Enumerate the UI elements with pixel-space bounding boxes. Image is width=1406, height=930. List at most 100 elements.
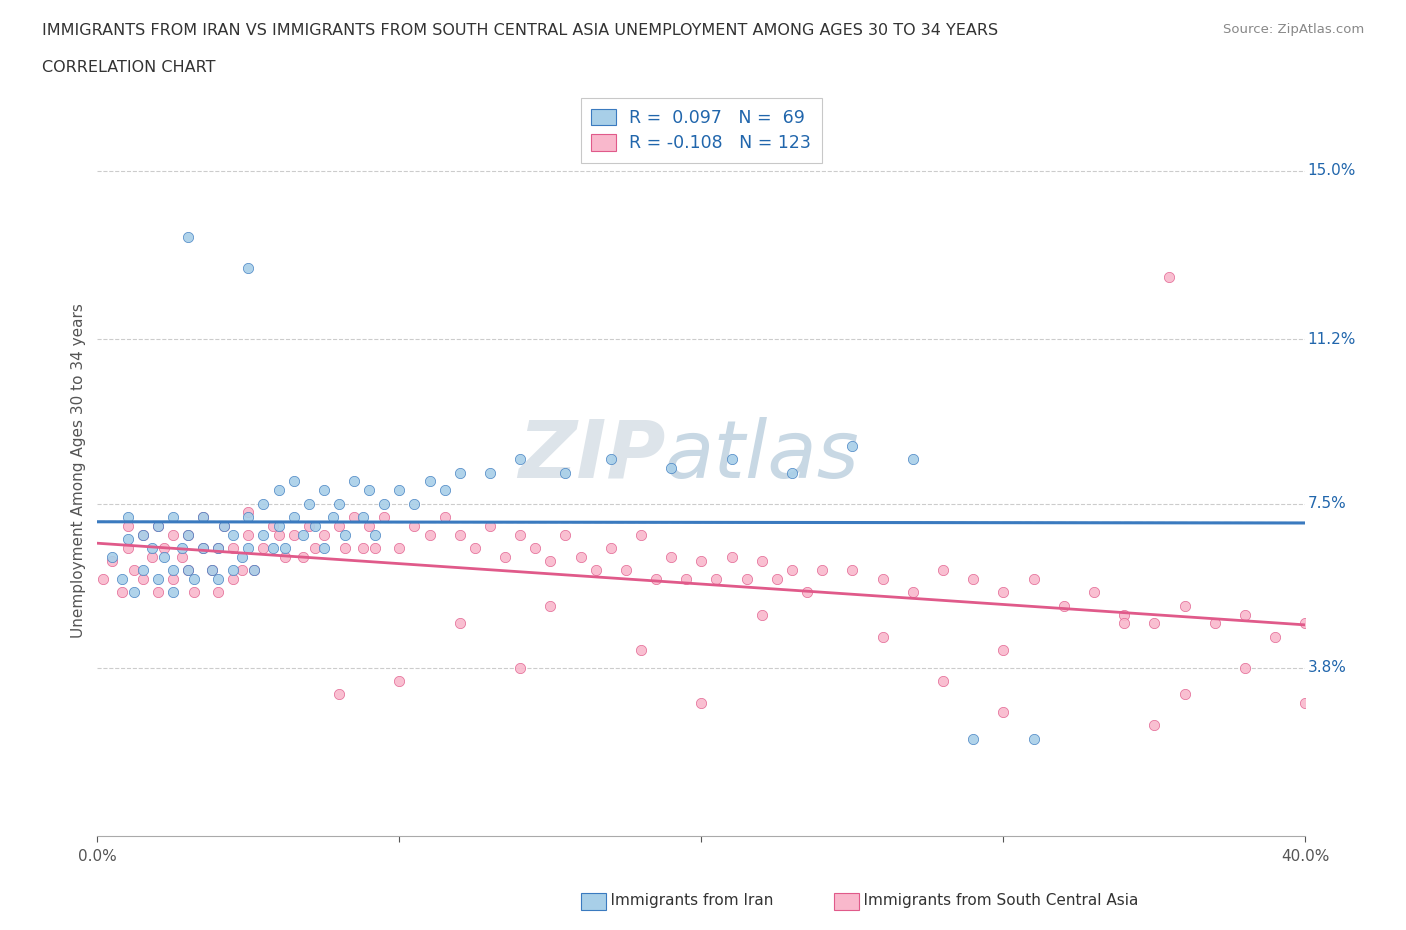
Point <box>343 474 366 489</box>
Point <box>177 563 200 578</box>
Point <box>162 572 184 587</box>
Point <box>177 230 200 245</box>
Point <box>122 563 145 578</box>
Text: 15.0%: 15.0% <box>1308 164 1355 179</box>
Point <box>1204 616 1226 631</box>
Text: IMMIGRANTS FROM IRAN VS IMMIGRANTS FROM SOUTH CENTRAL ASIA UNEMPLOYMENT AMONG AG: IMMIGRANTS FROM IRAN VS IMMIGRANTS FROM … <box>42 23 998 38</box>
Point <box>751 554 773 569</box>
Point <box>1022 731 1045 746</box>
Point <box>262 540 284 555</box>
Point <box>359 518 381 533</box>
Point <box>1264 630 1286 644</box>
Point <box>122 585 145 600</box>
Point <box>322 510 344 525</box>
Point <box>93 572 115 587</box>
Point <box>222 527 245 542</box>
Point <box>267 527 290 542</box>
Text: CORRELATION CHART: CORRELATION CHART <box>42 60 215 75</box>
Point <box>191 540 214 555</box>
Point <box>333 540 356 555</box>
Point <box>1114 607 1136 622</box>
Point <box>238 261 260 276</box>
Point <box>162 563 184 578</box>
Point <box>751 607 773 622</box>
Point <box>538 554 561 569</box>
Point <box>373 497 395 512</box>
Point <box>478 518 501 533</box>
Point <box>449 527 471 542</box>
Point <box>509 660 531 675</box>
Point <box>131 527 153 542</box>
Point <box>1114 616 1136 631</box>
Point <box>222 572 245 587</box>
Point <box>312 527 335 542</box>
Point <box>630 643 652 658</box>
Text: atlas: atlas <box>665 417 860 495</box>
Point <box>509 527 531 542</box>
Point <box>388 483 411 498</box>
Point <box>766 572 789 587</box>
Point <box>388 673 411 688</box>
Point <box>110 585 132 600</box>
Point <box>238 540 260 555</box>
Point <box>212 518 235 533</box>
Point <box>304 540 326 555</box>
Point <box>283 510 305 525</box>
Point <box>170 540 193 555</box>
Point <box>841 563 863 578</box>
Point <box>207 540 229 555</box>
Point <box>146 518 169 533</box>
Point <box>201 563 224 578</box>
Point <box>231 563 253 578</box>
Point <box>231 550 253 565</box>
Point <box>183 572 205 587</box>
Point <box>333 527 356 542</box>
Point <box>262 518 284 533</box>
Point <box>901 452 924 467</box>
Point <box>1233 660 1256 675</box>
Point <box>841 439 863 454</box>
Point <box>524 540 547 555</box>
Point <box>312 483 335 498</box>
Point <box>328 497 350 512</box>
Point <box>146 518 169 533</box>
Point <box>146 585 169 600</box>
Point <box>146 572 169 587</box>
Point <box>962 572 984 587</box>
Point <box>131 563 153 578</box>
Point <box>312 540 335 555</box>
Point <box>183 585 205 600</box>
Point <box>117 518 139 533</box>
Text: Source: ZipAtlas.com: Source: ZipAtlas.com <box>1223 23 1364 36</box>
Point <box>191 510 214 525</box>
Point <box>585 563 607 578</box>
Point <box>720 550 742 565</box>
Point <box>720 452 742 467</box>
Point <box>811 563 834 578</box>
Point <box>780 563 803 578</box>
Point <box>222 563 245 578</box>
Point <box>283 474 305 489</box>
Point <box>1143 718 1166 733</box>
Point <box>252 540 274 555</box>
Point <box>554 527 576 542</box>
Point <box>509 452 531 467</box>
Point <box>1173 687 1195 702</box>
Point <box>162 510 184 525</box>
Point <box>1143 616 1166 631</box>
Point <box>932 563 955 578</box>
Point <box>449 465 471 480</box>
Point <box>267 483 290 498</box>
Point <box>304 518 326 533</box>
Point <box>152 550 174 565</box>
Point <box>449 616 471 631</box>
Point <box>191 510 214 525</box>
Point <box>328 518 350 533</box>
Point <box>252 497 274 512</box>
Point <box>433 510 456 525</box>
Point <box>554 465 576 480</box>
Point <box>131 527 153 542</box>
Point <box>993 585 1015 600</box>
Point <box>690 696 713 711</box>
Text: 7.5%: 7.5% <box>1308 496 1347 512</box>
